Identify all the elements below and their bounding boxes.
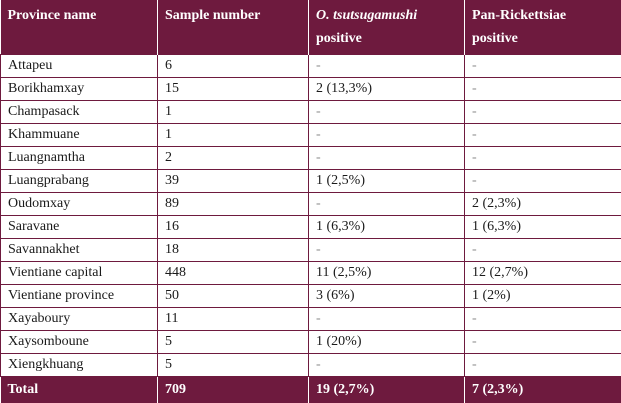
cell-pan: - [465,101,621,124]
cell-sample: 5 [158,331,309,354]
cell-sample: 11 [158,308,309,331]
cell-orientia: 2 (13,3%) [309,78,465,101]
cell-sample: 2 [158,147,309,170]
total-pan: 7 (2,3%) [465,377,621,403]
cell-pan: - [465,78,621,101]
cell-province: Khammuane [1,124,158,147]
cell-sample: 50 [158,285,309,308]
cell-pan: - [465,308,621,331]
cell-province: Vientiane province [1,285,158,308]
cell-orientia: - [309,193,465,216]
pan-line-2: positive [472,31,518,46]
cell-pan: - [465,331,621,354]
col-header-province: Province name [1,0,158,55]
cell-province: Borikhamxay [1,78,158,101]
cell-sample: 6 [158,55,309,78]
cell-sample: 448 [158,262,309,285]
cell-province: Luangprabang [1,170,158,193]
cell-orientia: - [309,308,465,331]
cell-pan: 1 (6,3%) [465,216,621,239]
cell-pan: 2 (2,3%) [465,193,621,216]
total-sample: 709 [158,377,309,403]
total-label: Total [1,377,158,403]
cell-province: Xiengkhuang [1,354,158,377]
cell-orientia: - [309,354,465,377]
cell-pan: - [465,170,621,193]
cell-sample: 16 [158,216,309,239]
cell-pan: - [465,147,621,170]
cell-sample: 1 [158,124,309,147]
cell-sample: 1 [158,101,309,124]
col-header-sample: Sample number [158,0,309,55]
cell-sample: 5 [158,354,309,377]
cell-province: Oudomxay [1,193,158,216]
cell-province: Champasack [1,101,158,124]
cell-province: Luangnamtha [1,147,158,170]
cell-sample: 18 [158,239,309,262]
cell-orientia: - [309,101,465,124]
cell-sample: 39 [158,170,309,193]
cell-orientia: 1 (2,5%) [309,170,465,193]
orientia-name: O. tsutsugamushi [316,8,417,23]
cell-orientia: 11 (2,5%) [309,262,465,285]
cell-province: Xayaboury [1,308,158,331]
cell-pan: - [465,124,621,147]
col-header-pan-rickettsiae: Pan-Rickettsiae positive [465,0,621,55]
header-row: Province name Sample number O. tsutsugam… [1,0,621,55]
col-header-orientia: O. tsutsugamushi positive [309,0,465,55]
cell-province: Attapeu [1,55,158,78]
cell-province: Vientiane capital [1,262,158,285]
table-header: Province name Sample number O. tsutsugam… [1,0,621,55]
total-orientia: 19 (2,7%) [309,377,465,403]
cell-pan: 12 (2,7%) [465,262,621,285]
cell-province: Savannakhet [1,239,158,262]
pan-line-1: Pan-Rickettsiae [472,8,566,23]
table-footer: Total 709 19 (2,7%) 7 (2,3%) [1,377,621,403]
cell-orientia: - [309,124,465,147]
cell-orientia: 3 (6%) [309,285,465,308]
cell-orientia: - [309,239,465,262]
cell-orientia: 1 (6,3%) [309,216,465,239]
cell-sample: 15 [158,78,309,101]
cell-pan: 1 (2%) [465,285,621,308]
cell-orientia: - [309,55,465,78]
cell-orientia: - [309,147,465,170]
cell-pan: - [465,55,621,78]
cell-pan: - [465,239,621,262]
cell-sample: 89 [158,193,309,216]
cell-province: Xaysomboune [1,331,158,354]
orientia-suffix: positive [316,31,362,46]
cell-orientia: 1 (20%) [309,331,465,354]
cell-province: Saravane [1,216,158,239]
cell-pan: - [465,354,621,377]
total-row: Total 709 19 (2,7%) 7 (2,3%) [1,377,621,403]
